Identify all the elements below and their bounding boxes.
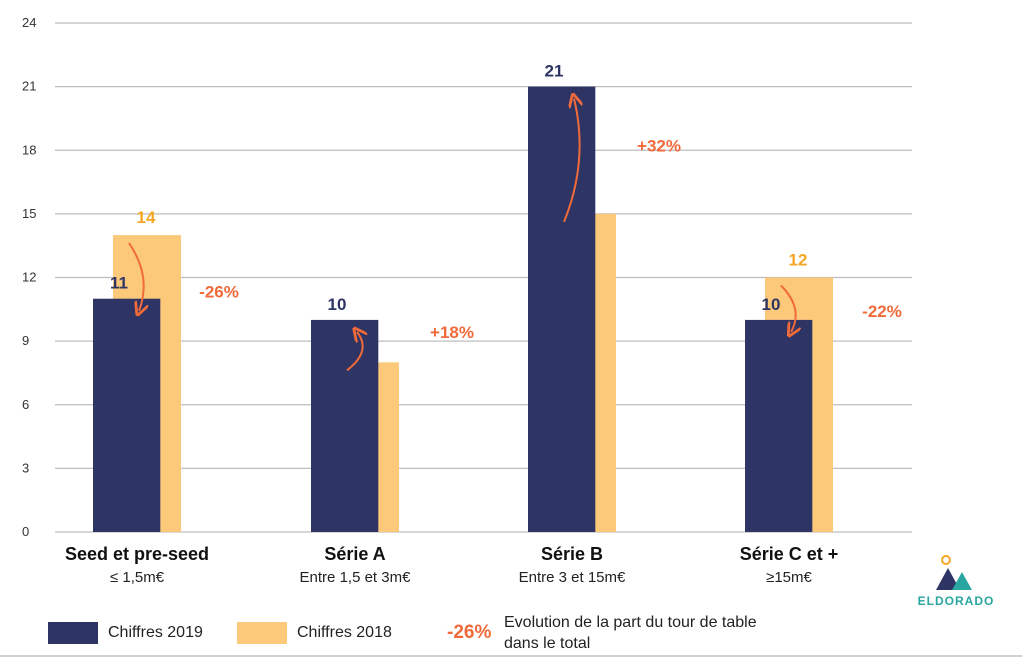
y-axis: 0 3 6 9 12 15 18 21 24 bbox=[22, 15, 36, 539]
bar-chart: 0 3 6 9 12 15 18 21 24 11 14 -26% 10 +18% 21 +32% 10 12 -… bbox=[22, 15, 912, 586]
category-label: Seed et pre-seed bbox=[65, 544, 209, 564]
bar-2019-2 bbox=[528, 86, 596, 532]
data-labels: 11 14 -26% 10 +18% 21 +32% 10 12 -22% bbox=[110, 62, 902, 342]
bars bbox=[93, 86, 833, 533]
y-tick-label: 15 bbox=[22, 206, 36, 221]
data-label-2019: 11 bbox=[110, 274, 128, 293]
mountain-logo-icon bbox=[936, 555, 972, 590]
category-subtitle: ≤ 1,5m€ bbox=[110, 569, 165, 586]
bar-2019-3 bbox=[745, 319, 813, 532]
y-tick-label: 3 bbox=[22, 460, 29, 475]
category-label: Série A bbox=[324, 544, 385, 564]
data-label-2019: 21 bbox=[545, 62, 564, 81]
legend-pct-example: -26% bbox=[447, 622, 492, 643]
category-subtitle: Entre 3 et 15m€ bbox=[519, 569, 626, 586]
eldorado-logo: ELDORADO bbox=[906, 552, 1006, 612]
y-tick-label: 0 bbox=[22, 524, 29, 539]
gridlines bbox=[55, 22, 912, 533]
divider bbox=[0, 655, 1022, 657]
evolution-label: +32% bbox=[637, 136, 681, 155]
x-axis: Seed et pre-seed ≤ 1,5m€ Série A Entre 1,5 … bbox=[65, 544, 838, 586]
y-tick-label: 21 bbox=[22, 79, 36, 94]
data-label-2019: 10 bbox=[328, 295, 347, 314]
category-subtitle: Entre 1,5 et 3m€ bbox=[300, 569, 412, 586]
y-tick-label: 6 bbox=[22, 397, 29, 412]
category-subtitle: ≥15m€ bbox=[766, 569, 812, 586]
legend-swatch-2019 bbox=[48, 622, 98, 644]
legend-swatch-2018 bbox=[237, 622, 287, 644]
data-label-2019: 10 bbox=[762, 295, 781, 314]
bar-2019-1 bbox=[311, 319, 379, 532]
evolution-arrow-2 bbox=[563, 99, 580, 223]
evolution-label: -22% bbox=[862, 302, 902, 321]
data-label-2018: 12 bbox=[789, 251, 808, 270]
y-tick-label: 12 bbox=[22, 270, 36, 285]
evolution-label: +18% bbox=[430, 323, 474, 342]
evolution-arrow-0 bbox=[128, 242, 144, 311]
y-tick-label: 9 bbox=[22, 333, 29, 348]
y-tick-label: 18 bbox=[22, 142, 36, 157]
legend: Chiffres 2019 Chiffres 2018 -26% Evoluti… bbox=[0, 612, 1022, 657]
legend-label-2019: Chiffres 2019 bbox=[108, 624, 203, 641]
y-tick-label: 24 bbox=[22, 15, 36, 30]
legend-note: Evolution de la part du tour de table da… bbox=[504, 614, 757, 652]
legend-label-2018: Chiffres 2018 bbox=[297, 624, 392, 641]
logo-text: ELDORADO bbox=[917, 594, 995, 608]
bar-2019-0 bbox=[93, 298, 161, 532]
evolution-arrows bbox=[128, 99, 796, 372]
evolution-arrow-1 bbox=[346, 332, 363, 372]
category-label: Série C et + bbox=[740, 544, 839, 564]
category-label: Série B bbox=[541, 544, 603, 564]
data-label-2018: 14 bbox=[137, 208, 156, 227]
evolution-label: -26% bbox=[199, 283, 239, 302]
evolution-arrow-3 bbox=[780, 284, 796, 332]
